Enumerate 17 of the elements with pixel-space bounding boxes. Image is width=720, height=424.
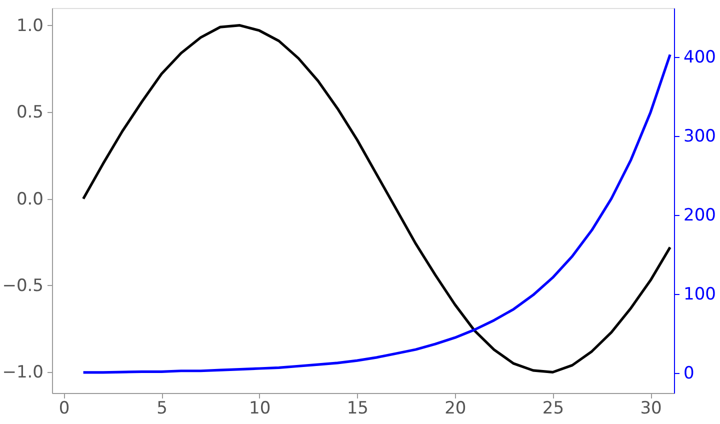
y-tick-label: 0.0 — [16, 189, 44, 210]
x-tick-label: 15 — [346, 398, 368, 418]
x-tick-label: 10 — [249, 398, 271, 418]
y2-tick-label: 400 — [684, 48, 716, 68]
y2-tick-label: 200 — [684, 206, 716, 226]
x-tick-label: 30 — [640, 398, 662, 418]
y-tick-label: 1.0 — [16, 16, 44, 36]
x-tick-label: 20 — [444, 398, 466, 418]
y2-tick-label: 300 — [684, 126, 716, 147]
y2-tick-label: 0 — [684, 364, 694, 384]
x-tick-label: 0 — [58, 398, 70, 418]
y-tick-label: 0.5 — [16, 102, 44, 123]
y2-tick-label: 100 — [684, 284, 716, 305]
x-tick-label: 5 — [156, 398, 168, 418]
x-tick-label: 25 — [542, 398, 564, 418]
y-tick-label: −1.0 — [2, 362, 44, 383]
y-tick-label: −0.5 — [2, 276, 44, 296]
